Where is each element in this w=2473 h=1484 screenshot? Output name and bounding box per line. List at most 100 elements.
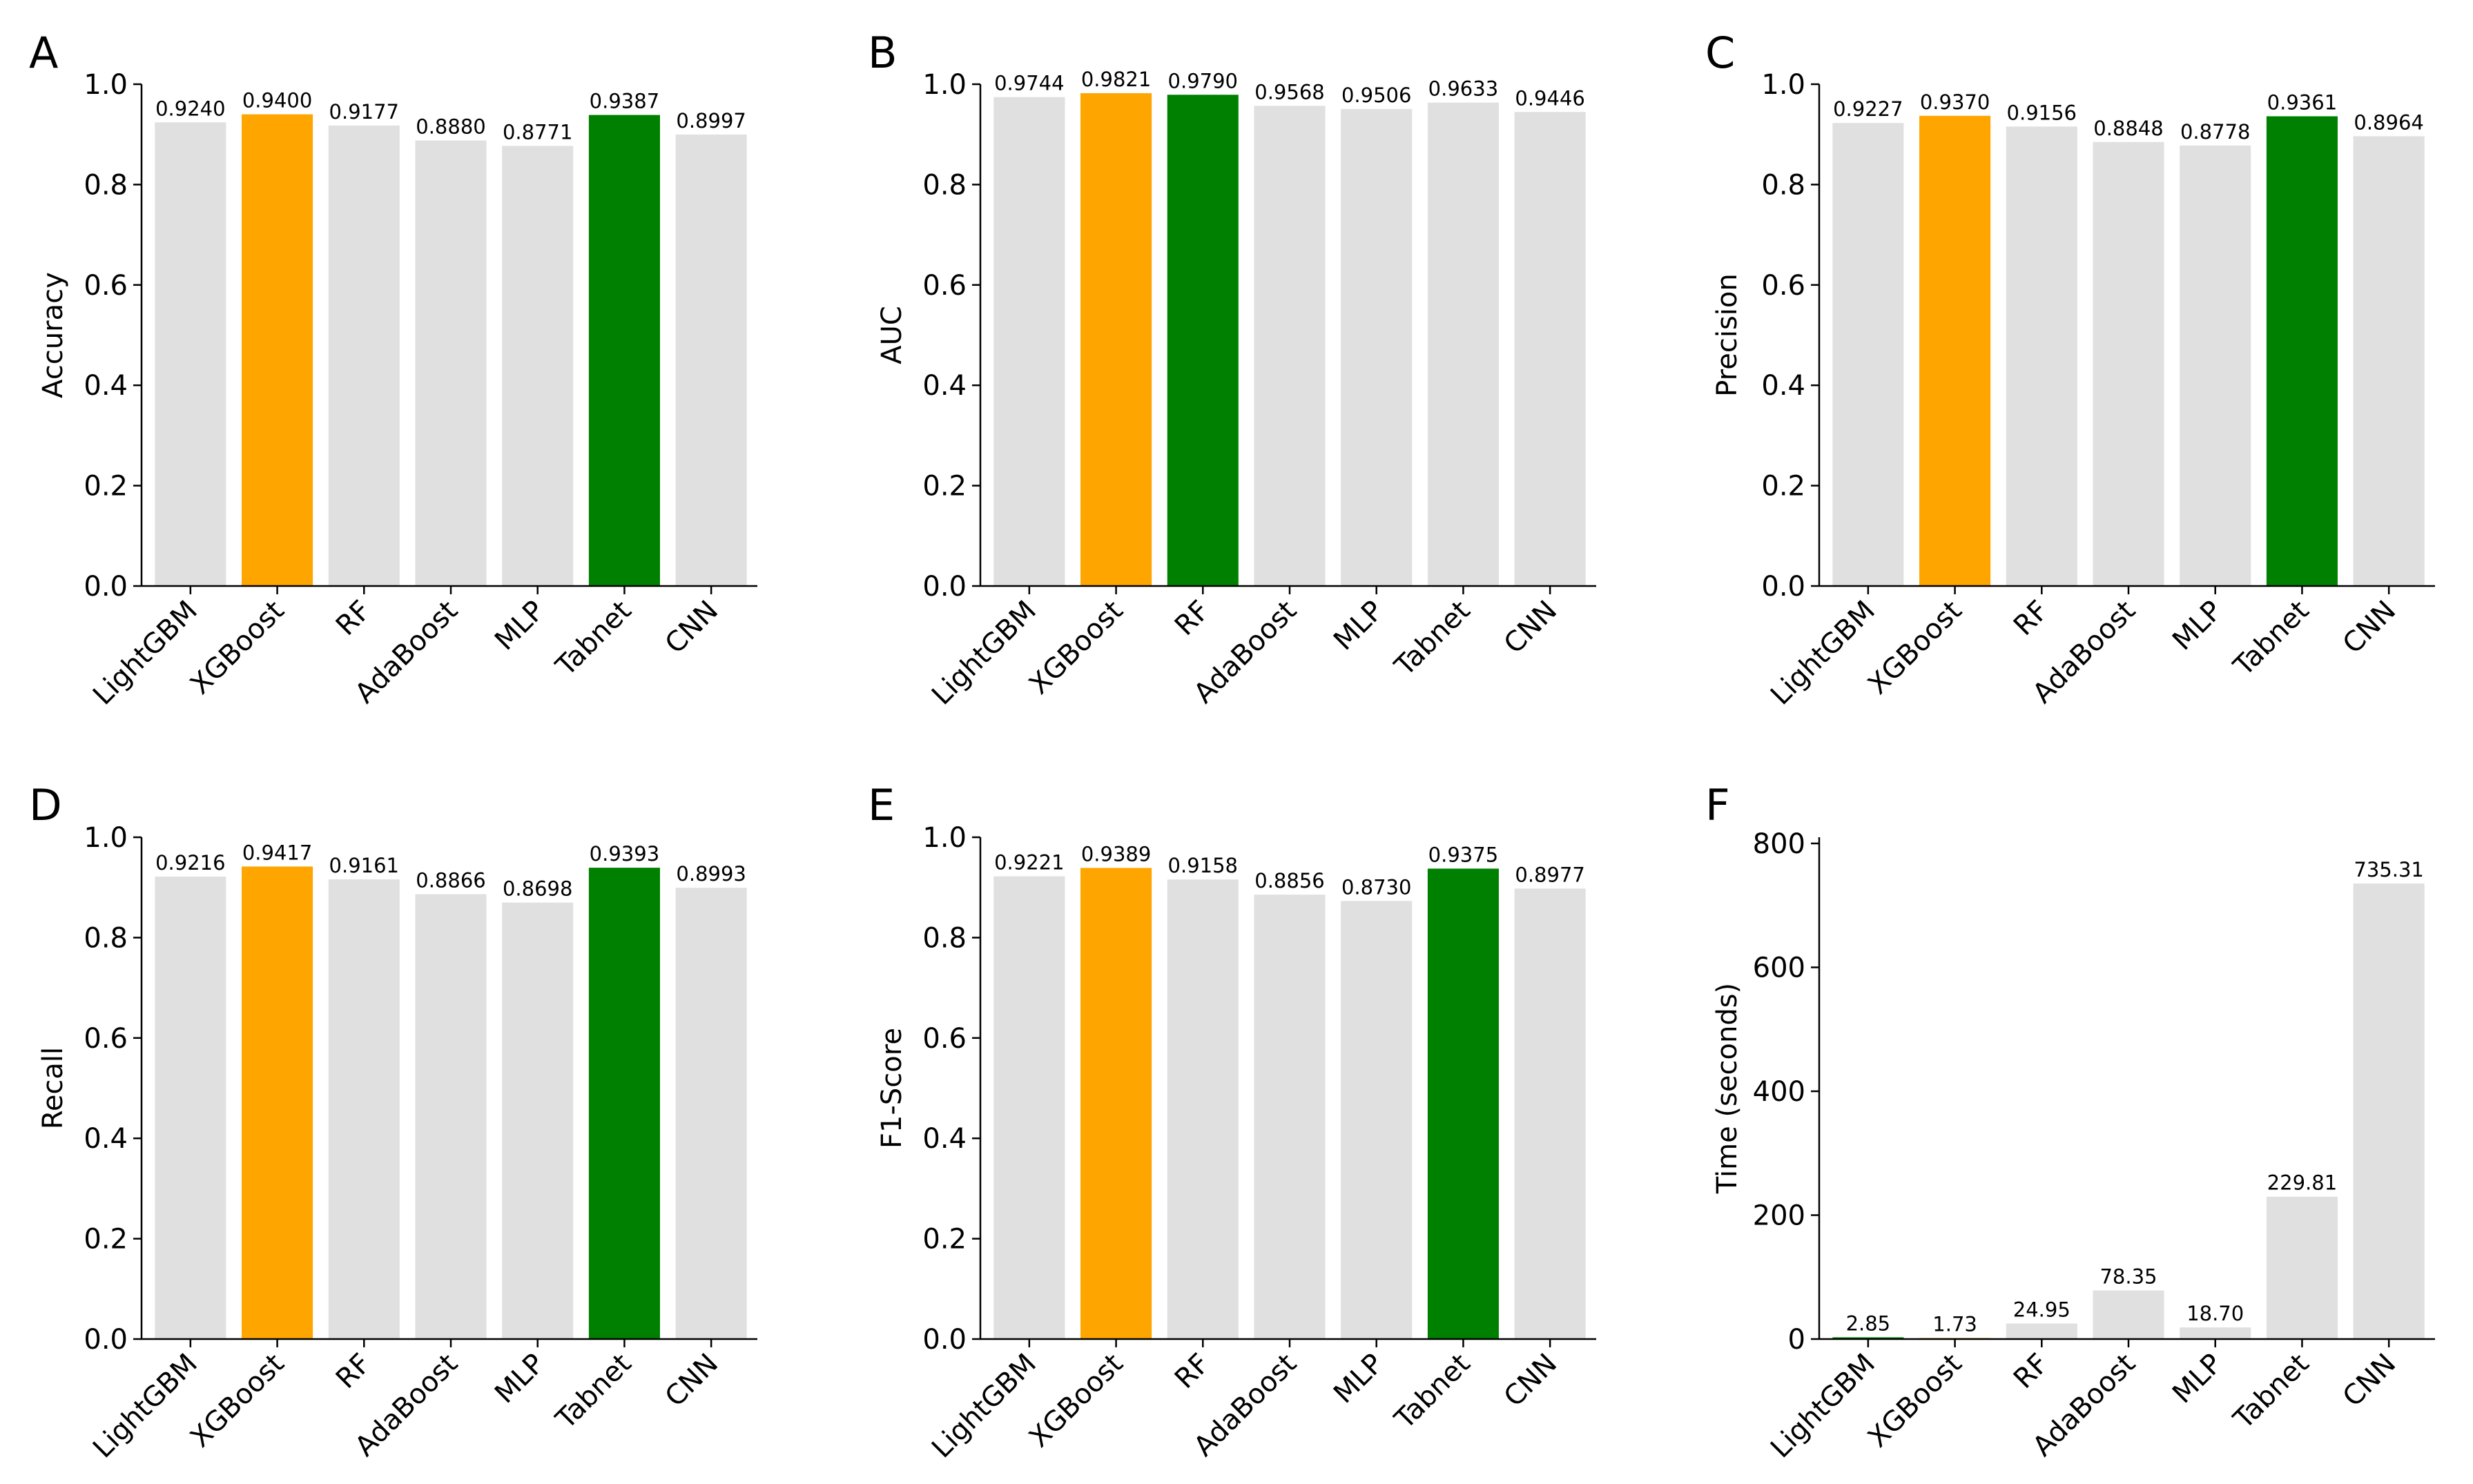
y-tick-label: 0.0 [922,1324,967,1356]
bar-rf [1167,95,1239,587]
x-tick-label: CNN [1498,1348,1564,1414]
bar-mlp [502,146,574,587]
bar-rf [2006,126,2077,587]
chart-panel-d: D Recall 0.0 0.2 0.4 0.6 0.8 1.0 0.9216 LightGBM 0… [29,780,757,1464]
bar-value-label: 0.9633 [1428,77,1498,101]
y-tick-label: 0.6 [922,1023,967,1055]
y-tick-label: 0.6 [1761,270,1805,302]
bar-cnn [2353,136,2425,586]
bar-value-label: 0.8993 [676,862,746,886]
x-tick-label: XGBoost [1023,595,1129,701]
bar-rf [1167,879,1239,1339]
x-tick-label: CNN [1498,595,1564,661]
bar-value-label: 0.8977 [1515,863,1584,886]
bar-lightgbm [993,97,1065,586]
x-tick-label: XGBoost [1862,595,1968,701]
y-tick-label: 0.8 [1761,169,1805,201]
panel-letter: C [1705,28,1735,78]
bar-value-label: 0.9387 [590,90,659,113]
bar-value-label: 18.70 [2186,1302,2244,1325]
bar-tabnet [588,868,660,1339]
bar-adaboost [1254,895,1326,1339]
x-tick-label: XGBoost [184,1348,291,1454]
y-tick-label: 200 [1753,1200,1805,1231]
x-tick-label: MLP [489,595,551,657]
y-tick-label: 0.8 [84,922,128,954]
x-tick-label: RF [2008,1348,2055,1395]
bar-value-label: 0.9227 [1833,97,1903,121]
bar-value-label: 0.8997 [676,109,746,133]
panel-letter: B [868,28,898,78]
bar-xgboost [1919,115,1991,586]
bar-mlp [502,902,574,1339]
bar-value-label: 0.9216 [155,851,225,875]
x-tick-label: LightGBM [1765,595,1881,712]
bar-xgboost [242,866,313,1339]
bar-adaboost [415,140,487,586]
bar-mlp [1341,901,1413,1339]
chart-panel-b: B AUC 0.0 0.2 0.4 0.6 0.8 1.0 0.9744 LightGBM 0.98… [868,28,1596,711]
bar-value-label: 0.9158 [1168,854,1238,877]
x-tick-label: RF [1169,595,1216,642]
bar-value-label: 229.81 [2267,1171,2337,1195]
bar-value-label: 0.9375 [1428,843,1498,866]
x-tick-label: CNN [2337,595,2403,661]
x-tick-label: RF [1169,1348,1216,1395]
x-tick-label: Tabnet [2227,595,2316,683]
bar-cnn [675,134,747,587]
bar-tabnet [588,115,660,587]
x-tick-label: CNN [2337,1348,2403,1414]
y-tick-label: 0.6 [922,270,967,302]
bar-mlp [1341,108,1413,586]
bar-value-label: 0.9821 [1081,68,1151,91]
bar-xgboost [242,114,313,586]
y-axis-label: Precision [1711,273,1743,396]
y-axis-label: Time (seconds) [1711,983,1743,1194]
bar-value-label: 0.9389 [1081,842,1151,866]
x-tick-label: Tabnet [1388,595,1477,683]
y-tick-label: 0.4 [922,1123,967,1155]
bar-value-label: 0.9790 [1168,69,1238,92]
panel-letter: F [1705,780,1730,830]
x-tick-label: XGBoost [1023,1348,1129,1454]
x-tick-label: RF [2008,595,2055,642]
panel-letter: D [29,780,62,830]
y-tick-label: 0.0 [84,1324,128,1356]
y-tick-label: 400 [1753,1076,1805,1108]
y-tick-label: 0.2 [922,1224,967,1256]
bar-lightgbm [1832,1337,1904,1339]
x-tick-label: RF [330,1348,377,1395]
x-tick-label: MLP [1328,1348,1390,1410]
bar-value-label: 0.9417 [242,841,312,864]
bar-value-label: 0.9744 [994,72,1064,95]
x-tick-label: MLP [2166,1348,2229,1410]
bar-value-label: 0.9161 [329,854,399,877]
x-tick-label: LightGBM [926,1348,1042,1465]
bar-value-label: 0.8856 [1254,869,1324,892]
bar-tabnet [1427,868,1499,1339]
chart-panel-e: E F1-Score 0.0 0.2 0.4 0.6 0.8 1.0 0.9221 LightGB… [868,780,1596,1464]
chart-panel-f: F Time (seconds) 0 200 400 600 800 2.85 LightGBM… [1705,780,2435,1464]
x-tick-label: MLP [2166,595,2229,657]
y-tick-label: 0.2 [84,1224,128,1256]
y-tick-label: 0.8 [922,922,967,954]
x-tick-label: LightGBM [87,1348,204,1465]
bar-value-label: 0.9506 [1341,84,1411,107]
bar-value-label: 24.95 [2013,1298,2070,1322]
y-axis-label: Recall [37,1047,69,1129]
bar-cnn [1514,112,1586,586]
bar-value-label: 0.8866 [416,868,485,892]
y-tick-label: 1.0 [84,822,128,854]
bar-mlp [2180,145,2251,586]
y-tick-label: 0 [1788,1324,1805,1356]
bar-lightgbm [993,876,1065,1339]
panel-letter: E [868,780,895,830]
y-axis-label: Accuracy [37,272,69,398]
bar-mlp [2180,1327,2251,1339]
bar-value-label: 0.9156 [2007,101,2077,124]
y-tick-label: 0.4 [84,370,128,402]
y-tick-label: 0.6 [84,270,128,302]
y-tick-label: 0.4 [84,1123,128,1155]
y-tick-label: 0.4 [922,370,967,402]
